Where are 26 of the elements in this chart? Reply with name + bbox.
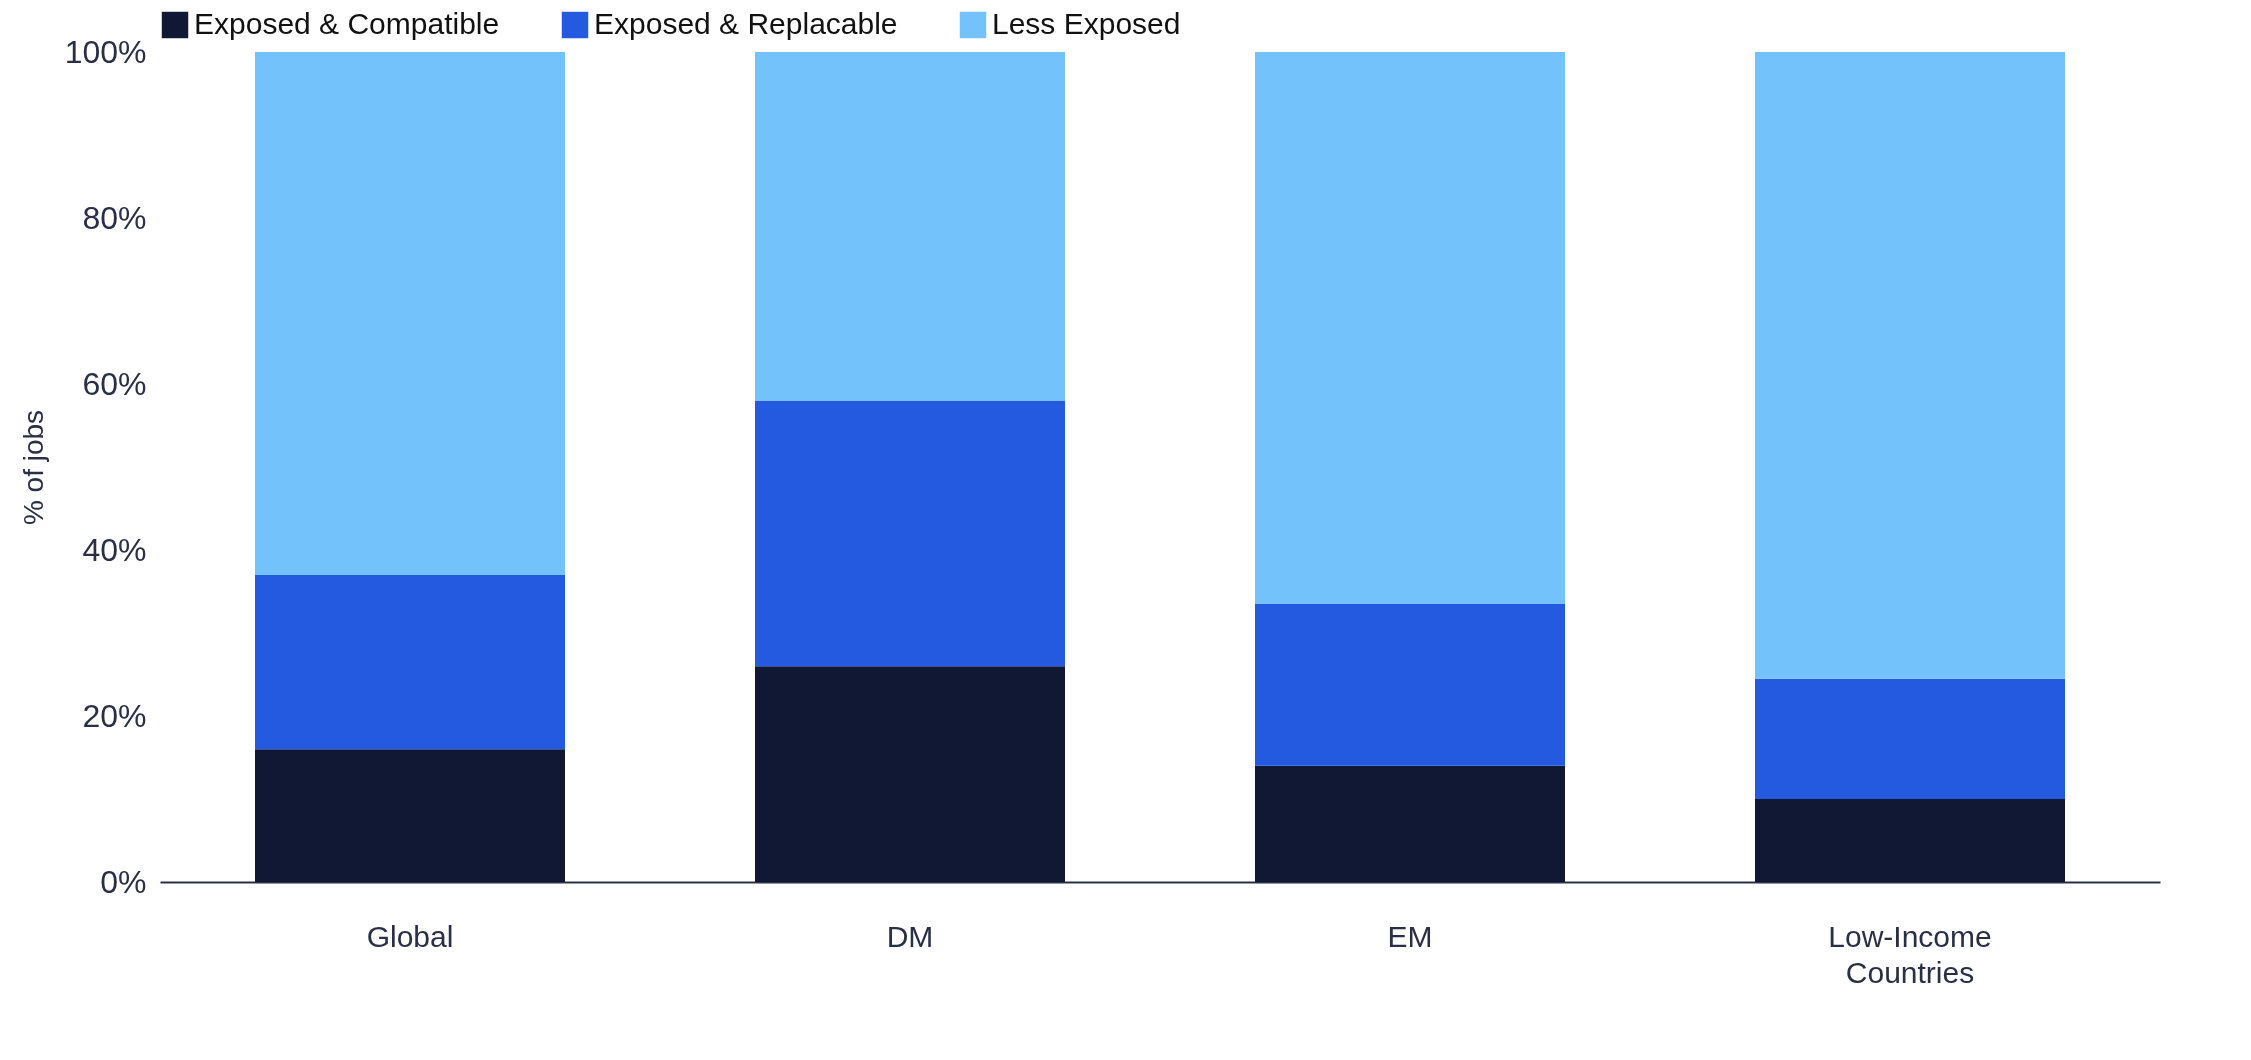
bar [1755,678,2065,799]
x-tick-label: DM [886,919,934,953]
bar [255,749,565,882]
y-tick-label: 60% [82,365,147,402]
y-tick-label: 0% [100,863,147,900]
y-axis-title: % of jobs [17,409,49,526]
bar [1755,52,2065,679]
x-tick-label: EM [1387,919,1433,953]
legend-label: Exposed & Replacable [594,7,898,40]
x-tick-label: Global [366,919,454,953]
bar [1255,603,1565,766]
bar [755,400,1065,667]
x-tick-label: Low-Income Countries [1828,919,1992,989]
bar [255,574,565,750]
bar [1255,765,1565,882]
bar [755,52,1065,401]
y-tick-label: 40% [82,531,147,568]
y-tick-label: 80% [82,199,147,236]
y-tick-label: 100% [64,33,147,70]
legend-label: Exposed & Compatible [194,7,500,40]
y-tick-label: 20% [82,697,147,734]
legend-label: Less Exposed [992,7,1181,40]
bar [1755,799,2065,882]
bar [755,666,1065,882]
bar [255,52,565,575]
bar [1255,52,1565,604]
